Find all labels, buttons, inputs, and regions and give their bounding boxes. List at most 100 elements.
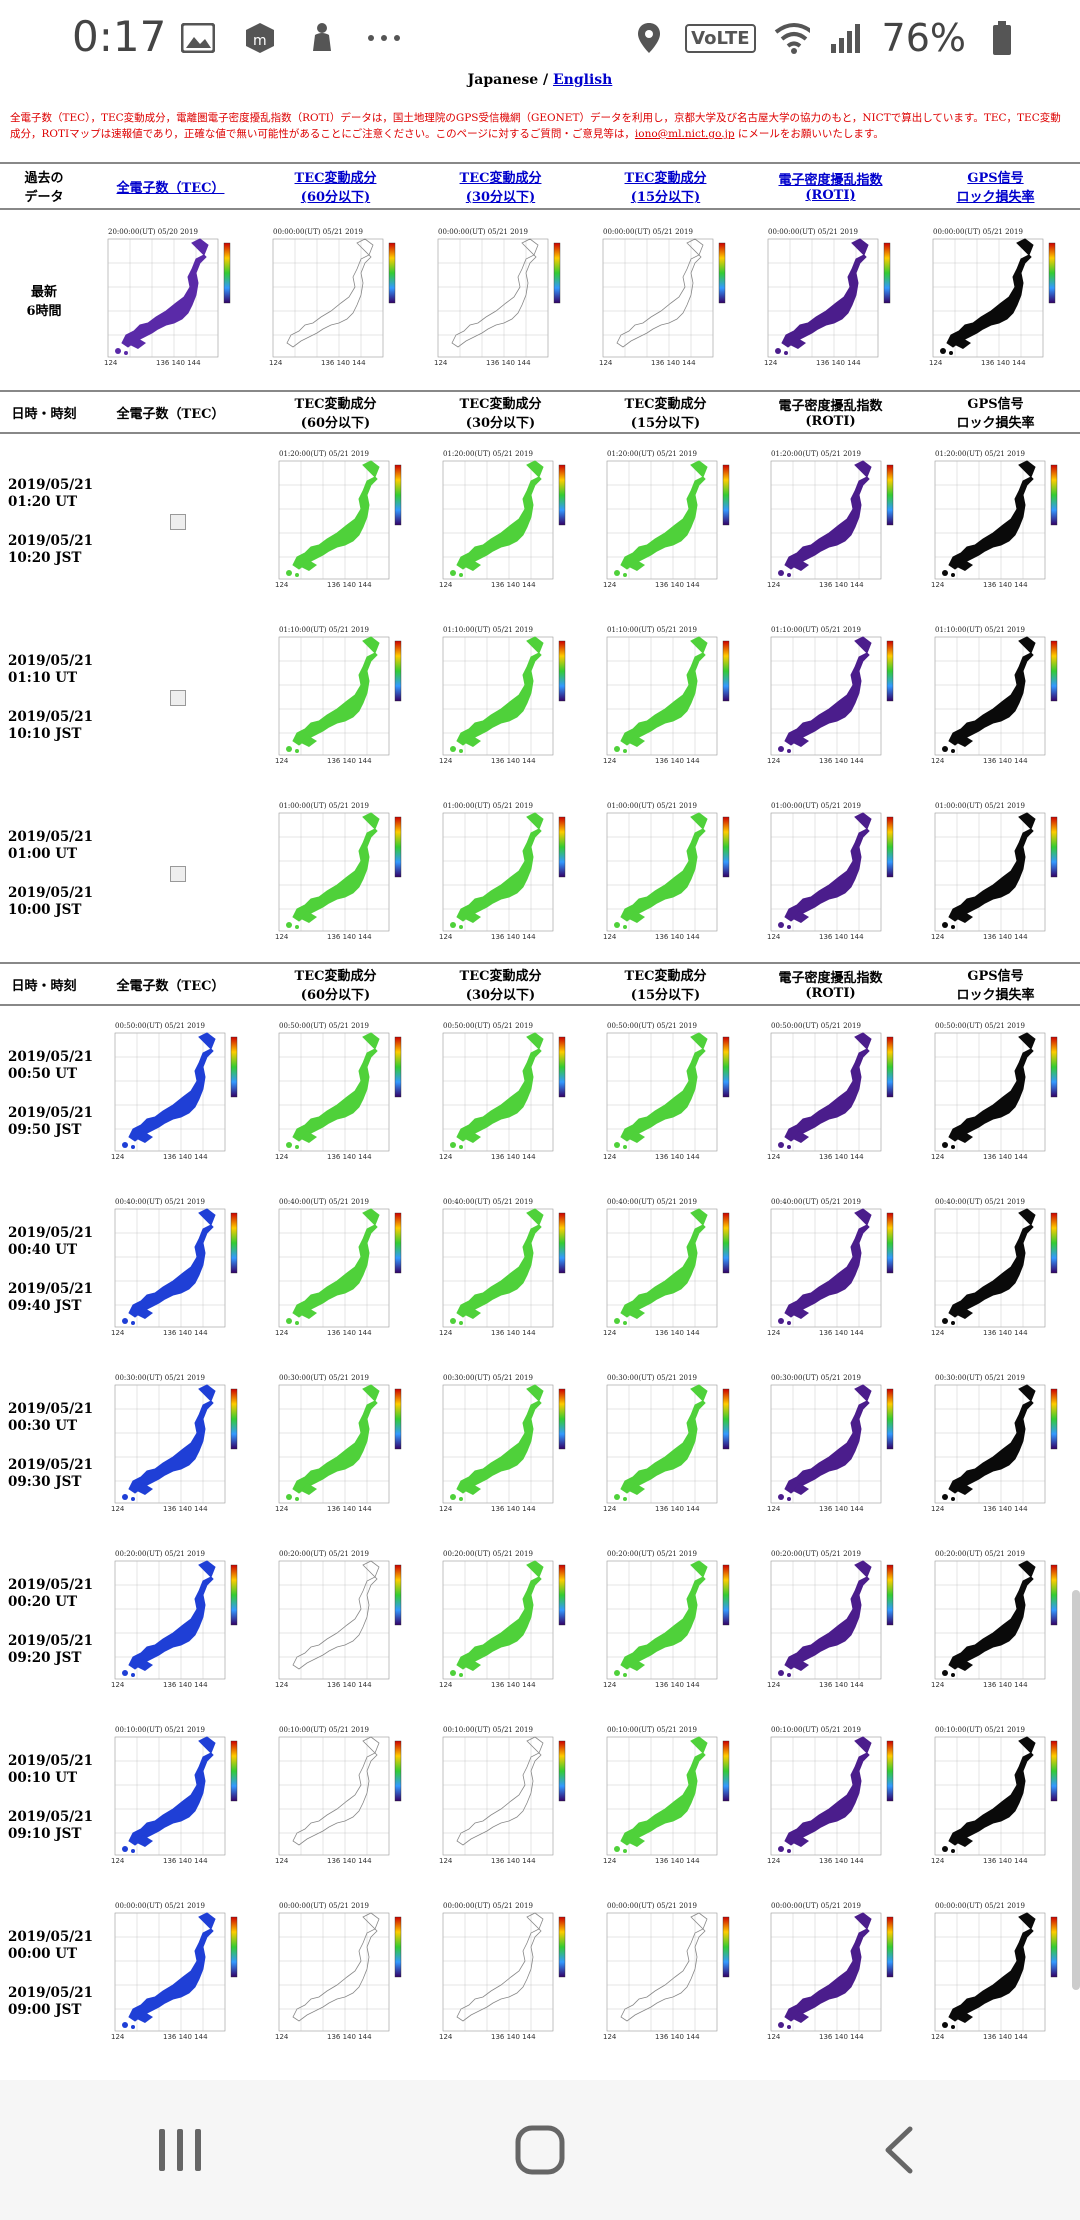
status-time: 0:17 <box>72 12 167 61</box>
map-tec15[interactable]: 124 136 140 144 00:50:00(UT) 05/21 2019 <box>588 1006 752 1182</box>
col-link-tec[interactable]: 全電子数（TEC） <box>88 164 253 208</box>
map-tec60[interactable]: 124 136 140 144 00:30:00(UT) 05/21 2019 <box>260 1358 424 1534</box>
jst-date: 2019/05/21 <box>8 885 94 901</box>
svg-text:124: 124 <box>767 2033 781 2041</box>
map-tec[interactable] <box>96 786 260 962</box>
map-roti[interactable]: 124 136 140 144 01:20:00(UT) 05/21 2019 <box>752 434 916 610</box>
map-tec[interactable]: 124 136 140 144 00:00:00(UT) 05/21 2019 <box>96 1886 260 2062</box>
back-button[interactable] <box>855 2105 945 2195</box>
map-lol[interactable]: 124 136 140 144 00:00:00(UT) 05/21 2019 <box>916 1886 1080 2062</box>
map-tec[interactable]: 124 136 140 144 00:20:00(UT) 05/21 2019 <box>96 1534 260 1710</box>
map-tec60[interactable]: 124 136 140 144 01:20:00(UT) 05/21 2019 <box>260 434 424 610</box>
svg-text:136 140 144: 136 140 144 <box>327 1153 372 1161</box>
map-tec15[interactable]: 124 136 140 144 00:10:00(UT) 05/21 2019 <box>588 1710 752 1886</box>
map-image: 124 136 140 144 00:30:00(UT) 05/21 2019 <box>431 1371 581 1521</box>
map-lol[interactable]: 124 136 140 144 01:00:00(UT) 05/21 2019 <box>916 786 1080 962</box>
map-lol[interactable]: 124 136 140 144 01:20:00(UT) 05/21 2019 <box>916 434 1080 610</box>
map-tec15[interactable]: 124 136 140 144 01:20:00(UT) 05/21 2019 <box>588 434 752 610</box>
svg-text:124: 124 <box>931 2033 945 2041</box>
svg-text:124: 124 <box>603 1857 617 1865</box>
map-tec30[interactable]: 124 136 140 144 01:10:00(UT) 05/21 2019 <box>424 610 588 786</box>
map-tec60[interactable]: 124 136 140 144 00:50:00(UT) 05/21 2019 <box>260 1006 424 1182</box>
svg-text:01:10:00(UT) 05/21 2019: 01:10:00(UT) 05/21 2019 <box>279 626 369 634</box>
map-tec30[interactable]: 124 136 140 144 00:00:00(UT) 05/21 2019 <box>424 1886 588 2062</box>
svg-text:136 140 144: 136 140 144 <box>983 1153 1028 1161</box>
map-roti[interactable]: 124 136 140 144 01:00:00(UT) 05/21 2019 <box>752 786 916 962</box>
svg-text:00:30:00(UT) 05/21 2019: 00:30:00(UT) 05/21 2019 <box>443 1374 533 1382</box>
col-link-lol[interactable]: GPS信号 ロック損失率 <box>913 164 1078 208</box>
home-button[interactable] <box>495 2105 585 2195</box>
map-tec60[interactable]: 124 136 140 144 01:00:00(UT) 05/21 2019 <box>260 786 424 962</box>
map-tec[interactable]: 124 136 140 144 00:50:00(UT) 05/21 2019 <box>96 1006 260 1182</box>
latest-map-tec60[interactable]: 124 136 140 144 00:00:00(UT) 05/21 2019 <box>253 210 418 390</box>
map-tec[interactable]: 124 136 140 144 00:30:00(UT) 05/21 2019 <box>96 1358 260 1534</box>
map-roti[interactable]: 124 136 140 144 01:10:00(UT) 05/21 2019 <box>752 610 916 786</box>
col-tec15-l1: TEC変動成分 <box>624 171 707 186</box>
map-tec60[interactable]: 124 136 140 144 00:40:00(UT) 05/21 2019 <box>260 1182 424 1358</box>
col-link-tec60[interactable]: TEC変動成分 (60分以下) <box>253 164 418 208</box>
map-tec[interactable] <box>96 434 260 610</box>
map-graphic: 124 136 140 144 00:40:00(UT) 05/21 2019 <box>603 1198 729 1337</box>
latest-map-roti[interactable]: 124 136 140 144 00:00:00(UT) 05/21 2019 <box>748 210 913 390</box>
map-tec[interactable]: 124 136 140 144 00:40:00(UT) 05/21 2019 <box>96 1182 260 1358</box>
svg-text:124: 124 <box>931 1857 945 1865</box>
map-roti[interactable]: 124 136 140 144 00:10:00(UT) 05/21 2019 <box>752 1710 916 1886</box>
map-tec15[interactable]: 124 136 140 144 01:00:00(UT) 05/21 2019 <box>588 786 752 962</box>
map-tec30[interactable]: 124 136 140 144 01:20:00(UT) 05/21 2019 <box>424 434 588 610</box>
map-tec30[interactable]: 124 136 140 144 00:40:00(UT) 05/21 2019 <box>424 1182 588 1358</box>
map-roti[interactable]: 124 136 140 144 00:20:00(UT) 05/21 2019 <box>752 1534 916 1710</box>
latest-map-tec30[interactable]: 124 136 140 144 00:00:00(UT) 05/21 2019 <box>418 210 583 390</box>
map-roti[interactable]: 124 136 140 144 00:40:00(UT) 05/21 2019 <box>752 1182 916 1358</box>
map-tec15[interactable]: 124 136 140 144 01:10:00(UT) 05/21 2019 <box>588 610 752 786</box>
map-tec30[interactable]: 124 136 140 144 00:30:00(UT) 05/21 2019 <box>424 1358 588 1534</box>
map-tec[interactable]: 124 136 140 144 00:10:00(UT) 05/21 2019 <box>96 1710 260 1886</box>
lang-english-link[interactable]: English <box>552 72 613 88</box>
svg-text:00:50:00(UT) 05/21 2019: 00:50:00(UT) 05/21 2019 <box>607 1022 697 1030</box>
map-image: 124 136 140 144 00:10:00(UT) 05/21 2019 <box>595 1723 745 1873</box>
recent-apps-button[interactable] <box>135 2105 225 2195</box>
map-roti[interactable]: 124 136 140 144 00:00:00(UT) 05/21 2019 <box>752 1886 916 2062</box>
map-lol[interactable]: 124 136 140 144 00:30:00(UT) 05/21 2019 <box>916 1358 1080 1534</box>
map-roti[interactable]: 124 136 140 144 00:50:00(UT) 05/21 2019 <box>752 1006 916 1182</box>
map-tec15[interactable]: 124 136 140 144 00:00:00(UT) 05/21 2019 <box>588 1886 752 2062</box>
map-tec30[interactable]: 124 136 140 144 00:50:00(UT) 05/21 2019 <box>424 1006 588 1182</box>
datetime-label: 日時・時刻 <box>11 978 77 994</box>
map-tec60[interactable]: 124 136 140 144 00:10:00(UT) 05/21 2019 <box>260 1710 424 1886</box>
col-link-tec15[interactable]: TEC変動成分 (15分以下) <box>583 164 748 208</box>
map-tec30[interactable]: 124 136 140 144 00:10:00(UT) 05/21 2019 <box>424 1710 588 1886</box>
utc-time: 00:50 UT <box>8 1066 78 1082</box>
map-image: 124 136 140 144 00:30:00(UT) 05/21 2019 <box>103 1371 253 1521</box>
map-tec30[interactable]: 124 136 140 144 01:00:00(UT) 05/21 2019 <box>424 786 588 962</box>
col-tec-header: 全電子数（TEC） <box>88 392 253 432</box>
map-lol[interactable]: 124 136 140 144 00:10:00(UT) 05/21 2019 <box>916 1710 1080 1886</box>
col-link-roti[interactable]: 電子密度擾乱指数 (ROTI) <box>748 164 913 208</box>
map-roti[interactable]: 124 136 140 144 00:30:00(UT) 05/21 2019 <box>752 1358 916 1534</box>
svg-text:00:30:00(UT) 05/21 2019: 00:30:00(UT) 05/21 2019 <box>607 1374 697 1382</box>
notice-email-link[interactable]: iono@ml.nict.go.jp <box>634 128 735 140</box>
map-graphic: 124 136 140 144 01:20:00(UT) 05/21 2019 <box>439 450 565 589</box>
svg-text:124: 124 <box>439 757 453 765</box>
map-image: 124 136 140 144 00:50:00(UT) 05/21 2019 <box>759 1019 909 1169</box>
svg-text:136 140 144: 136 140 144 <box>491 1153 536 1161</box>
col-link-tec30[interactable]: TEC変動成分 (30分以下) <box>418 164 583 208</box>
map-image: 124 136 140 144 00:50:00(UT) 05/21 2019 <box>103 1019 253 1169</box>
map-tec60[interactable]: 124 136 140 144 01:10:00(UT) 05/21 2019 <box>260 610 424 786</box>
latest-map-tec15[interactable]: 124 136 140 144 00:00:00(UT) 05/21 2019 <box>583 210 748 390</box>
map-tec60[interactable]: 124 136 140 144 00:00:00(UT) 05/21 2019 <box>260 1886 424 2062</box>
map-tec15[interactable]: 124 136 140 144 00:40:00(UT) 05/21 2019 <box>588 1182 752 1358</box>
map-lol[interactable]: 124 136 140 144 00:40:00(UT) 05/21 2019 <box>916 1182 1080 1358</box>
map-lol[interactable]: 124 136 140 144 00:20:00(UT) 05/21 2019 <box>916 1534 1080 1710</box>
scrollbar-handle[interactable] <box>1072 1590 1080 1990</box>
map-tec30[interactable]: 124 136 140 144 00:20:00(UT) 05/21 2019 <box>424 1534 588 1710</box>
map-lol[interactable]: 124 136 140 144 01:10:00(UT) 05/21 2019 <box>916 610 1080 786</box>
latest-map-tec[interactable]: 124 136 140 144 20:00:00(UT) 05/20 2019 <box>88 210 253 390</box>
col-label: GPS信号 <box>967 397 1024 412</box>
map-tec60[interactable]: 124 136 140 144 00:20:00(UT) 05/21 2019 <box>260 1534 424 1710</box>
map-tec[interactable] <box>96 610 260 786</box>
map-lol[interactable]: 124 136 140 144 00:50:00(UT) 05/21 2019 <box>916 1006 1080 1182</box>
map-tec15[interactable]: 124 136 140 144 00:30:00(UT) 05/21 2019 <box>588 1358 752 1534</box>
svg-text:136 140 144: 136 140 144 <box>491 1505 536 1513</box>
col-label: 電子密度擾乱指数 <box>778 971 883 986</box>
latest-map-lol[interactable]: 124 136 140 144 00:00:00(UT) 05/21 2019 <box>913 210 1078 390</box>
map-tec15[interactable]: 124 136 140 144 00:20:00(UT) 05/21 2019 <box>588 1534 752 1710</box>
